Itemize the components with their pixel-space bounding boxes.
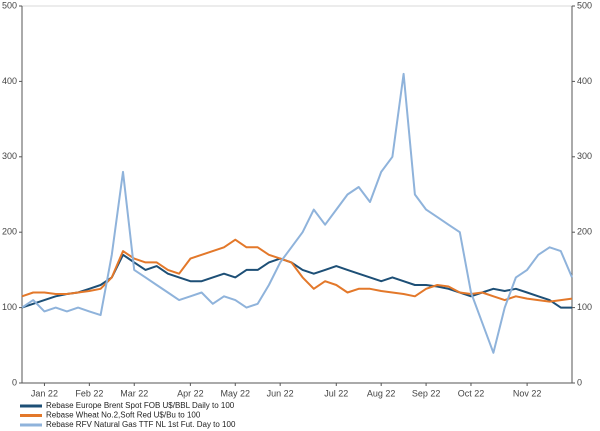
y-tick-label: 500 — [2, 0, 17, 10]
x-tick-label: Oct 22 — [458, 388, 485, 398]
y2-tick-label: 400 — [577, 76, 592, 86]
series-line — [21, 253, 572, 309]
legend-label: Rebase Wheat No.2,Soft Red U$/Bu to 100 — [46, 411, 201, 420]
y-tick-label: 100 — [2, 302, 17, 312]
x-tick-label: May 22 — [221, 388, 251, 398]
x-tick-label: Jun 22 — [267, 388, 294, 398]
x-tick-label: Nov 22 — [513, 388, 542, 398]
x-tick-label: Apr 22 — [177, 388, 204, 398]
x-tick-label: Jan 22 — [31, 388, 58, 398]
legend-label: Rebase RFV Natural Gas TTF NL 1st Fut. D… — [46, 420, 236, 429]
y-tick-label: 200 — [2, 227, 17, 237]
y-tick-label: 400 — [2, 76, 17, 86]
y2-tick-label: 100 — [577, 302, 592, 312]
x-tick-label: Mar 22 — [120, 388, 148, 398]
x-tick-label: Jul 22 — [324, 388, 348, 398]
series-line — [21, 238, 573, 303]
y-tick-label: 300 — [2, 151, 17, 161]
plot-area — [21, 5, 573, 384]
y2-tick-label: 500 — [577, 0, 592, 10]
y2-tick-label: 300 — [577, 151, 592, 161]
x-tick-label: Aug 22 — [367, 388, 396, 398]
x-tick-label: Feb 22 — [75, 388, 103, 398]
y2-tick-label: 200 — [577, 227, 592, 237]
x-tick-label: Sep 22 — [412, 388, 441, 398]
series-line — [21, 72, 573, 354]
y-tick-label: 0 — [12, 377, 17, 387]
legend-label: Rebase Europe Brent Spot FOB U$/BBL Dail… — [46, 401, 235, 410]
y2-tick-label: 0 — [577, 377, 582, 387]
